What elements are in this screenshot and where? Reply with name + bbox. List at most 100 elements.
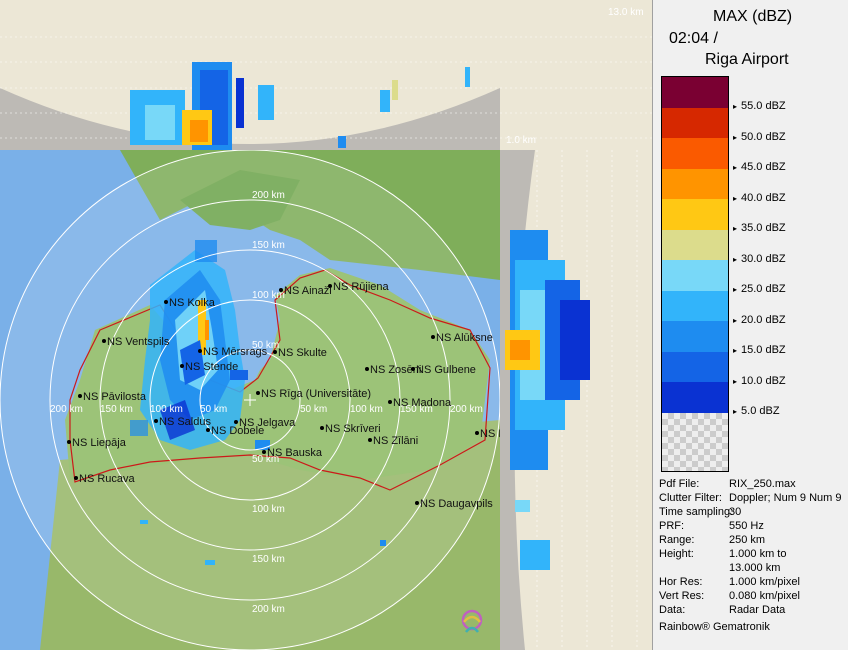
city-marker: NS Ventspils: [102, 336, 170, 348]
metadata-row: Hor Res: 1.000 km/pixel: [659, 576, 800, 588]
city-marker: NS Rucava: [74, 473, 136, 485]
range-rings: [0, 150, 500, 650]
svg-text:NS Stende: NS Stende: [185, 361, 238, 373]
gematronik-logo-icon: [461, 609, 483, 633]
color-band: [662, 107, 728, 138]
svg-text:NS Skrīveri: NS Skrīveri: [325, 423, 381, 435]
city-marker: NS Daugavpils: [415, 498, 493, 510]
city-marker: NS Madona: [388, 397, 452, 409]
color-band: [662, 77, 728, 108]
no-data-swatch: [662, 413, 728, 471]
city-marker: NS Rīga (Universitāte): [256, 388, 371, 400]
scale-tick: 15.0 dBZ: [733, 344, 786, 356]
svg-text:50 km: 50 km: [200, 404, 227, 415]
svg-text:NS Rūjiena: NS Rūjiena: [333, 281, 390, 293]
color-band: [662, 290, 728, 321]
svg-text:NS Gulbene: NS Gulbene: [416, 364, 476, 376]
svg-text:NS Daugavpils: NS Daugavpils: [420, 498, 493, 510]
color-band: [662, 351, 728, 382]
city-marker: NS Alūksne: [431, 332, 493, 344]
svg-text:NS Rīga (Universitāte): NS Rīga (Universitāte): [261, 388, 371, 400]
scale-tick: 55.0 dBZ: [733, 100, 786, 112]
city-marker: NS Zīlāni: [368, 435, 418, 447]
svg-text:100 km: 100 km: [252, 504, 285, 515]
credit-text: Rainbow® Gematronik: [659, 621, 770, 633]
site-name: Riga Airport: [705, 51, 789, 68]
city-marker: NS Stende: [180, 361, 238, 373]
svg-text:200 km: 200 km: [450, 404, 483, 415]
city-marker: NS Saldus: [154, 416, 211, 428]
svg-text:NS Jelgava: NS Jelgava: [239, 417, 296, 429]
city-marker: NS Rēzekne: [475, 428, 542, 440]
svg-text:NS Ventspils: NS Ventspils: [107, 336, 170, 348]
svg-text:200 km: 200 km: [252, 190, 285, 201]
metadata-row: Height: 1.000 km to: [659, 548, 787, 560]
color-band: [662, 138, 728, 169]
city-markers: NS Kolka NS Ainaži NS Rūjiena NS Ventspi…: [67, 281, 542, 510]
city-marker: NS Gulbene: [411, 364, 476, 376]
color-band: [662, 199, 728, 230]
svg-text:150 km: 150 km: [252, 240, 285, 251]
range-labels: 50 km 100 km 150 km 200 km 50 km 100 km …: [50, 190, 483, 615]
svg-text:NS Zosēni: NS Zosēni: [370, 364, 421, 376]
legend-panel: MAX (dBZ) 02:04 / Riga Airport 55.0 dBZ …: [652, 0, 848, 650]
svg-text:100 km: 100 km: [252, 290, 285, 301]
svg-text:50 km: 50 km: [252, 340, 279, 351]
color-band: [662, 229, 728, 260]
top-cross-section: 13.0 km: [0, 0, 652, 150]
color-band: [662, 382, 728, 413]
metadata-row: Pdf File: RIX_250.max: [659, 478, 796, 490]
svg-text:100 km: 100 km: [150, 404, 183, 415]
product-title: MAX (dBZ): [713, 8, 793, 25]
city-marker: NS Mērsrags: [198, 346, 268, 358]
side-cross-section: 1.0 km: [500, 135, 652, 650]
radar-map[interactable]: 13.0 km 1.: [0, 0, 652, 650]
svg-text:200 km: 200 km: [50, 404, 83, 415]
scale-tick: 40.0 dBZ: [733, 192, 786, 204]
svg-text:NS Skulte: NS Skulte: [278, 347, 327, 359]
svg-text:50 km: 50 km: [252, 454, 279, 465]
city-marker: NS Liepāja: [67, 437, 127, 449]
city-marker: NS Pāvilosta: [78, 391, 147, 403]
svg-text:NS Kolka: NS Kolka: [169, 297, 216, 309]
city-marker: NS Bauska: [262, 447, 323, 459]
metadata-row: Time sampling:30: [659, 506, 742, 518]
city-marker: NS Zosēni: [365, 364, 421, 376]
svg-text:NS Liepāja: NS Liepāja: [72, 437, 127, 449]
color-scale: [661, 76, 729, 472]
metadata-row: Vert Res: 0.080 km/pixel: [659, 590, 800, 602]
color-band: [662, 260, 728, 291]
svg-text:200 km: 200 km: [252, 604, 285, 615]
city-marker: NS Ainaži: [279, 285, 332, 297]
svg-text:NS Ainaži: NS Ainaži: [284, 285, 332, 297]
svg-text:NS Rucava: NS Rucava: [79, 473, 136, 485]
metadata-row: Range: 250 km: [659, 534, 766, 546]
radar-center-icon: [244, 394, 256, 406]
city-marker: NS Jelgava: [234, 417, 296, 429]
scale-tick: 45.0 dBZ: [733, 161, 786, 173]
svg-text:NS Bauska: NS Bauska: [267, 447, 323, 459]
scan-time: 02:04 /: [669, 30, 718, 47]
metadata-row: Data: Radar Data: [659, 604, 786, 616]
metadata-row: Clutter Filter: Doppler; Num 9 Num 9: [659, 492, 842, 504]
svg-text:NS Madona: NS Madona: [393, 397, 452, 409]
svg-text:100 km: 100 km: [350, 404, 383, 415]
svg-text:NS Rēzekne: NS Rēzekne: [480, 428, 542, 440]
svg-text:NS Pāvilosta: NS Pāvilosta: [83, 391, 147, 403]
scale-tick: 25.0 dBZ: [733, 283, 786, 295]
svg-text:150 km: 150 km: [100, 404, 133, 415]
svg-text:NS Dobele: NS Dobele: [211, 425, 264, 437]
scale-tick: 50.0 dBZ: [733, 131, 786, 143]
scale-tick: 10.0 dBZ: [733, 375, 786, 387]
ppi-map: 50 km 100 km 150 km 200 km 50 km 100 km …: [0, 150, 542, 650]
city-marker: NS Rūjiena: [328, 281, 390, 293]
vertical-echo-top: [130, 62, 470, 150]
scale-tick: 20.0 dBZ: [733, 314, 786, 326]
city-marker: NS Skrīveri: [320, 423, 381, 435]
side-height-label: 1.0 km: [506, 135, 536, 146]
metadata-row: 13.000 km: [729, 562, 781, 574]
scale-tick: 35.0 dBZ: [733, 222, 786, 234]
city-marker: NS Kolka: [164, 297, 216, 309]
svg-text:NS Saldus: NS Saldus: [159, 416, 211, 428]
metadata-row: PRF: 550 Hz: [659, 520, 764, 532]
